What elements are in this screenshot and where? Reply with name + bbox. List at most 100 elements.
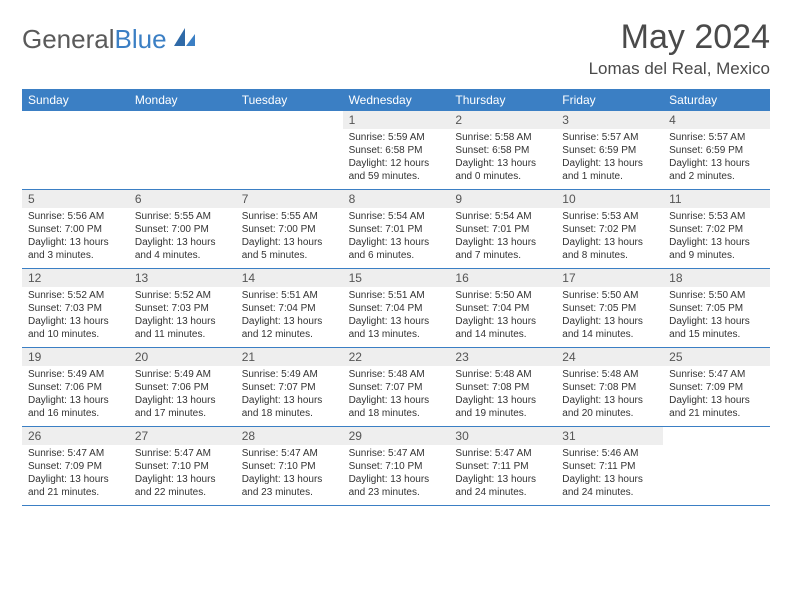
sunrise-text: Sunrise: 5:48 AM [349,368,444,381]
day-cell [129,111,236,189]
day-number: 11 [663,190,770,208]
day-cell: 17Sunrise: 5:50 AMSunset: 7:05 PMDayligh… [556,269,663,347]
daylight-text: Daylight: 13 hours and 17 minutes. [135,394,230,420]
day-cell: 14Sunrise: 5:51 AMSunset: 7:04 PMDayligh… [236,269,343,347]
day-detail: Sunrise: 5:49 AMSunset: 7:07 PMDaylight:… [236,366,343,426]
day-cell: 29Sunrise: 5:47 AMSunset: 7:10 PMDayligh… [343,427,450,505]
sunset-text: Sunset: 7:00 PM [28,223,123,236]
sunset-text: Sunset: 6:58 PM [455,144,550,157]
sunset-text: Sunset: 6:59 PM [669,144,764,157]
day-cell: 5Sunrise: 5:56 AMSunset: 7:00 PMDaylight… [22,190,129,268]
sunrise-text: Sunrise: 5:55 AM [242,210,337,223]
day-cell: 19Sunrise: 5:49 AMSunset: 7:06 PMDayligh… [22,348,129,426]
daylight-text: Daylight: 13 hours and 23 minutes. [242,473,337,499]
day-detail: Sunrise: 5:47 AMSunset: 7:09 PMDaylight:… [22,445,129,505]
sunset-text: Sunset: 7:07 PM [349,381,444,394]
day-cell: 15Sunrise: 5:51 AMSunset: 7:04 PMDayligh… [343,269,450,347]
daylight-text: Daylight: 13 hours and 9 minutes. [669,236,764,262]
day-cell: 22Sunrise: 5:48 AMSunset: 7:07 PMDayligh… [343,348,450,426]
day-detail: Sunrise: 5:59 AMSunset: 6:58 PMDaylight:… [343,129,450,189]
daylight-text: Daylight: 13 hours and 16 minutes. [28,394,123,420]
sunrise-text: Sunrise: 5:49 AM [28,368,123,381]
day-cell: 7Sunrise: 5:55 AMSunset: 7:00 PMDaylight… [236,190,343,268]
sunrise-text: Sunrise: 5:55 AM [135,210,230,223]
daylight-text: Daylight: 13 hours and 14 minutes. [562,315,657,341]
day-detail: Sunrise: 5:54 AMSunset: 7:01 PMDaylight:… [449,208,556,268]
sunrise-text: Sunrise: 5:50 AM [562,289,657,302]
daylight-text: Daylight: 13 hours and 15 minutes. [669,315,764,341]
day-detail: Sunrise: 5:51 AMSunset: 7:04 PMDaylight:… [343,287,450,347]
day-cell: 23Sunrise: 5:48 AMSunset: 7:08 PMDayligh… [449,348,556,426]
day-detail: Sunrise: 5:57 AMSunset: 6:59 PMDaylight:… [556,129,663,189]
daylight-text: Daylight: 13 hours and 24 minutes. [455,473,550,499]
daylight-text: Daylight: 13 hours and 10 minutes. [28,315,123,341]
calendar: SundayMondayTuesdayWednesdayThursdayFrid… [22,89,770,506]
dow-header: Wednesday [343,89,450,111]
day-cell: 1Sunrise: 5:59 AMSunset: 6:58 PMDaylight… [343,111,450,189]
daylight-text: Daylight: 13 hours and 0 minutes. [455,157,550,183]
sunset-text: Sunset: 7:00 PM [242,223,337,236]
sunset-text: Sunset: 7:04 PM [455,302,550,315]
day-detail: Sunrise: 5:58 AMSunset: 6:58 PMDaylight:… [449,129,556,189]
day-detail: Sunrise: 5:57 AMSunset: 6:59 PMDaylight:… [663,129,770,189]
sunrise-text: Sunrise: 5:47 AM [135,447,230,460]
day-number: 31 [556,427,663,445]
sunset-text: Sunset: 7:02 PM [562,223,657,236]
brand-part1: General [22,24,115,54]
sunset-text: Sunset: 7:04 PM [242,302,337,315]
dow-header: Tuesday [236,89,343,111]
day-cell [236,111,343,189]
header: GeneralBlue May 2024 Lomas del Real, Mex… [22,18,770,79]
daylight-text: Daylight: 13 hours and 18 minutes. [242,394,337,420]
day-detail: Sunrise: 5:53 AMSunset: 7:02 PMDaylight:… [663,208,770,268]
sunrise-text: Sunrise: 5:57 AM [669,131,764,144]
sunrise-text: Sunrise: 5:50 AM [669,289,764,302]
day-detail: Sunrise: 5:47 AMSunset: 7:11 PMDaylight:… [449,445,556,505]
sunset-text: Sunset: 7:08 PM [562,381,657,394]
sunrise-text: Sunrise: 5:57 AM [562,131,657,144]
day-number: 7 [236,190,343,208]
sunrise-text: Sunrise: 5:47 AM [242,447,337,460]
dow-header: Thursday [449,89,556,111]
sunrise-text: Sunrise: 5:53 AM [562,210,657,223]
sunrise-text: Sunrise: 5:52 AM [135,289,230,302]
day-cell: 21Sunrise: 5:49 AMSunset: 7:07 PMDayligh… [236,348,343,426]
sunset-text: Sunset: 7:03 PM [135,302,230,315]
day-cell: 9Sunrise: 5:54 AMSunset: 7:01 PMDaylight… [449,190,556,268]
sunrise-text: Sunrise: 5:52 AM [28,289,123,302]
day-number [129,111,236,129]
sunrise-text: Sunrise: 5:49 AM [135,368,230,381]
brand-part2: Blue [115,24,167,54]
day-number: 6 [129,190,236,208]
sunrise-text: Sunrise: 5:48 AM [562,368,657,381]
dow-header: Friday [556,89,663,111]
week-row: 26Sunrise: 5:47 AMSunset: 7:09 PMDayligh… [22,427,770,506]
sunrise-text: Sunrise: 5:53 AM [669,210,764,223]
day-detail: Sunrise: 5:48 AMSunset: 7:08 PMDaylight:… [449,366,556,426]
daylight-text: Daylight: 13 hours and 3 minutes. [28,236,123,262]
daylight-text: Daylight: 13 hours and 14 minutes. [455,315,550,341]
sunset-text: Sunset: 7:03 PM [28,302,123,315]
daylight-text: Daylight: 13 hours and 1 minute. [562,157,657,183]
sunset-text: Sunset: 7:05 PM [669,302,764,315]
sunrise-text: Sunrise: 5:47 AM [455,447,550,460]
sunset-text: Sunset: 7:01 PM [349,223,444,236]
week-row: 19Sunrise: 5:49 AMSunset: 7:06 PMDayligh… [22,348,770,427]
day-number: 3 [556,111,663,129]
day-number: 4 [663,111,770,129]
month-title: May 2024 [589,18,770,57]
day-cell: 25Sunrise: 5:47 AMSunset: 7:09 PMDayligh… [663,348,770,426]
day-detail: Sunrise: 5:48 AMSunset: 7:08 PMDaylight:… [556,366,663,426]
day-detail: Sunrise: 5:47 AMSunset: 7:10 PMDaylight:… [343,445,450,505]
day-cell: 11Sunrise: 5:53 AMSunset: 7:02 PMDayligh… [663,190,770,268]
day-number: 10 [556,190,663,208]
day-number: 24 [556,348,663,366]
day-detail: Sunrise: 5:56 AMSunset: 7:00 PMDaylight:… [22,208,129,268]
sunset-text: Sunset: 7:00 PM [135,223,230,236]
day-cell: 6Sunrise: 5:55 AMSunset: 7:00 PMDaylight… [129,190,236,268]
daylight-text: Daylight: 12 hours and 59 minutes. [349,157,444,183]
day-detail: Sunrise: 5:55 AMSunset: 7:00 PMDaylight:… [129,208,236,268]
sunset-text: Sunset: 7:09 PM [669,381,764,394]
day-cell: 24Sunrise: 5:48 AMSunset: 7:08 PMDayligh… [556,348,663,426]
day-cell [22,111,129,189]
